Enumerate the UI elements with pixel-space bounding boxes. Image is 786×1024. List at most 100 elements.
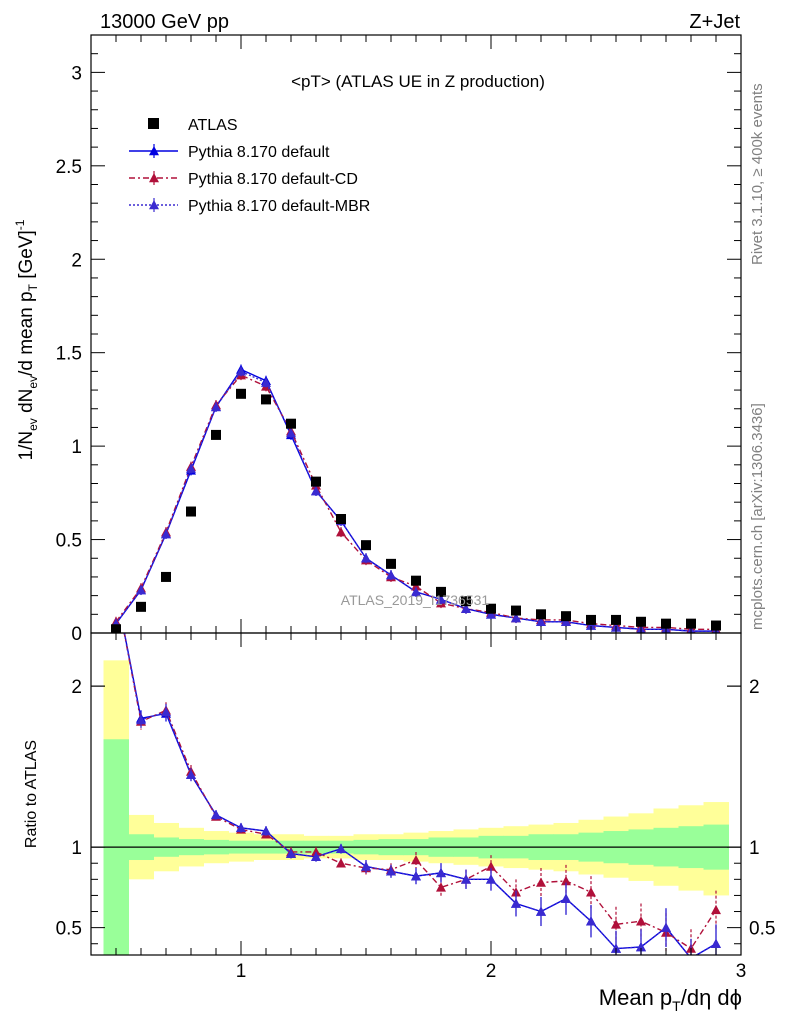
- main-series-marker-3: [361, 553, 371, 563]
- atlas-data-marker: [386, 558, 396, 569]
- atlas-data-marker: [336, 514, 346, 525]
- main-y-tick-label: 2.5: [56, 157, 82, 178]
- x-tick-label: 1: [236, 961, 247, 982]
- legend-marker-3: [149, 200, 159, 210]
- atlas-data-marker: [711, 620, 721, 631]
- main-series-marker-3: [461, 603, 471, 613]
- legend-marker-1: [149, 146, 159, 156]
- atlas-data-marker: [511, 605, 521, 616]
- legend-label-1: Pythia 8.170 default: [188, 144, 330, 161]
- ratio-series-line-3: [123, 633, 717, 955]
- ratio-series-marker-3: [411, 871, 421, 881]
- ratio-tick-labels: 0.5 0.5 1 1 2 2 1 2 3: [56, 677, 776, 982]
- atlas-data-marker: [636, 616, 646, 627]
- ratio-series-marker-3: [361, 861, 371, 871]
- atlas-data-marker: [161, 571, 171, 582]
- ratio-series-marker-2: [436, 882, 446, 892]
- main-series-marker-3: [136, 585, 146, 595]
- ratio-series-marker-3: [711, 938, 721, 948]
- atlas-data-marker: [661, 618, 671, 629]
- main-series-marker-3: [561, 616, 571, 627]
- ratio-y-tick-label: 1: [71, 838, 82, 859]
- ratio-series-marker-3: [436, 867, 446, 878]
- ratio-series-marker-2: [311, 846, 321, 857]
- atlas-data-marker: [236, 388, 246, 399]
- ratio-series-group: [91, 585, 741, 955]
- watermark: ATLAS_2019_I1736531: [341, 592, 490, 608]
- main-series-marker-3: [411, 586, 421, 597]
- ratio-series-marker-2: [336, 858, 346, 868]
- ratio-series-marker-3: [136, 714, 146, 725]
- main-y-tick-labels: 0 0.5 1 1.5 2 2.5 3: [56, 63, 82, 645]
- ratio-series-marker-3: [186, 769, 196, 779]
- atlas-data-marker: [561, 611, 571, 622]
- ratio-y-tick-label: 2: [71, 677, 82, 698]
- legend: ATLAS Pythia 8.170 default Pythia 8.170 de…: [129, 117, 370, 215]
- main-plot-area: [90, 34, 742, 634]
- main-y-tick-label: 3: [71, 63, 82, 84]
- atlas-data-marker: [586, 614, 596, 625]
- ratio-y-tick-label: 0.5: [56, 919, 82, 940]
- ratio-series-marker-3: [536, 906, 546, 916]
- atlas-data-marker: [536, 609, 546, 620]
- main-series-group: [111, 364, 721, 633]
- main-series-marker-3: [186, 463, 196, 473]
- atlas-data-marker: [311, 476, 321, 487]
- legend-marker-2: [149, 173, 159, 183]
- atlas-data-marker: [461, 596, 471, 607]
- ratio-series-marker-3: [236, 822, 246, 833]
- ratio-panel-frame: [90, 632, 742, 956]
- legend-label-3: Pythia 8.170 default-MBR: [188, 198, 370, 215]
- main-series-marker-3: [261, 377, 271, 387]
- ratio-series-marker-3: [211, 809, 221, 820]
- main-series-marker-3: [586, 620, 596, 630]
- main-series-marker-2: [411, 581, 421, 591]
- header-left: 13000 GeV pp: [100, 11, 229, 33]
- main-y-tick-label: 0.5: [56, 531, 82, 552]
- ratio-series-marker-2: [486, 861, 496, 871]
- main-series-marker-3: [161, 528, 171, 539]
- legend-marker-atlas: [148, 118, 159, 129]
- ratio-series-marker-3: [336, 843, 346, 853]
- atlas-data-marker: [486, 603, 496, 614]
- main-y-tick-label: 1.5: [56, 344, 82, 365]
- atlas-data-marker: [136, 601, 146, 612]
- main-series-marker-3: [236, 366, 246, 376]
- ratio-series-marker-3: [161, 706, 171, 717]
- ratio-series-marker-3: [386, 866, 396, 876]
- ratio-series-marker-3: [486, 874, 496, 884]
- atlas-data-marker: [411, 575, 421, 586]
- ratio-series-marker-2: [111, 585, 121, 594]
- ratio-y-tick-label-right: 0.5: [749, 919, 775, 940]
- ratio-series-marker-3: [511, 898, 521, 908]
- ratio-series-marker-3: [311, 851, 321, 862]
- main-series-marker-2: [336, 527, 346, 537]
- ratio-series-marker-3: [111, 585, 121, 594]
- ratio-series-marker-3: [286, 848, 296, 858]
- atlas-data-marker: [361, 540, 371, 551]
- x-axis-label: Mean pT/dη dϕ: [599, 985, 742, 1014]
- ratio-series-marker-3: [661, 922, 671, 932]
- main-title: <pT> (ATLAS UE in Z production): [291, 72, 545, 91]
- ratio-series-marker-1: [111, 585, 121, 594]
- main-y-tick-label: 1: [71, 437, 82, 458]
- main-series-marker-3: [536, 616, 546, 627]
- rivet-version-text: Rivet 3.1.10, ≥ 400k events: [749, 83, 766, 265]
- main-series-marker-3: [286, 428, 296, 438]
- uncertainty-band-inner: [103, 739, 129, 955]
- ratio-series-marker-2: [586, 887, 596, 897]
- legend-label-0: ATLAS: [188, 117, 238, 134]
- ratio-series-marker-2: [711, 904, 721, 915]
- ratio-series-marker-2: [611, 919, 621, 929]
- atlas-data-marker: [436, 586, 446, 597]
- x-tick-label: 2: [486, 961, 497, 982]
- ratio-series-line-2: [123, 633, 717, 950]
- main-y-tick-label: 0: [71, 624, 82, 645]
- ratio-y-tick-label-right: 1: [749, 838, 760, 859]
- main-series-marker-3: [311, 485, 321, 496]
- atlas-data-marker: [261, 394, 271, 405]
- main-series-marker-3: [211, 401, 221, 412]
- ratio-series-marker-3: [636, 941, 646, 952]
- mcplots-reference-text: mcplots.cern.ch [arXiv:1306.3436]: [749, 403, 766, 630]
- ratio-series-marker-3: [461, 874, 471, 884]
